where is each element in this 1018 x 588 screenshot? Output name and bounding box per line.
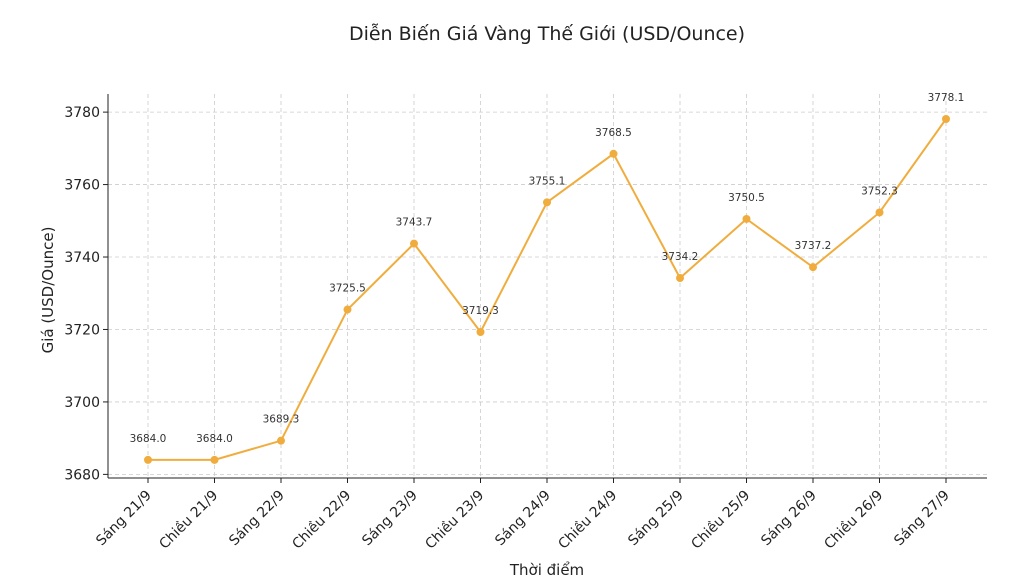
data-point (410, 239, 418, 248)
data-label: 3734.2 (662, 251, 699, 263)
data-label: 3743.7 (396, 217, 433, 229)
data-point (742, 214, 751, 223)
data-point (476, 328, 485, 337)
data-label: 3725.5 (329, 283, 366, 295)
y-axis-label: Giá (USD/Ounce) (39, 227, 57, 354)
x-tick-label: Sáng 26/9 (758, 488, 820, 550)
x-tick-label: Chiều 23/9 (422, 487, 488, 553)
series-line (148, 118, 947, 461)
x-tick-label: Chiều 26/9 (821, 487, 887, 553)
y-tick-label: 3680 (64, 467, 100, 483)
axes (107, 94, 987, 479)
data-label: 3737.2 (795, 240, 832, 252)
y-tick-label: 3720 (64, 322, 100, 338)
data-point (875, 208, 884, 217)
x-axis-label: Thời điểm (509, 561, 584, 579)
grid (108, 94, 987, 478)
y-tick-label: 3700 (64, 395, 100, 411)
x-tick-label: Sáng 23/9 (359, 488, 421, 550)
x-tick-label: Chiều 24/9 (555, 487, 621, 553)
x-tick-label: Chiều 22/9 (289, 487, 355, 553)
data-label: 3778.1 (928, 92, 965, 104)
x-tick-label: Sáng 25/9 (625, 488, 687, 550)
x-tick-label: Chiều 25/9 (688, 487, 754, 553)
data-labels: 3684.0 3684.0 3689.3 3725.5 3743.7 3719.3 3755… (130, 92, 965, 445)
data-label: 3689.3 (263, 414, 300, 426)
x-tick-label: Sáng 22/9 (226, 488, 288, 550)
x-tick-label: Sáng 24/9 (492, 488, 554, 550)
data-label: 3684.0 (130, 433, 167, 445)
x-axis-ticks: Sáng 21/9 Chiều 21/9 Sáng 22/9 Chiều 22/9 Sá… (93, 478, 953, 553)
x-tick-label: Chiều 21/9 (156, 487, 222, 553)
data-point (942, 114, 950, 123)
y-axis-ticks: 3680 3700 3720 3740 3760 3780 (64, 105, 108, 483)
data-label: 3755.1 (529, 175, 566, 187)
data-point (144, 455, 152, 464)
data-point (609, 149, 618, 158)
data-point (210, 455, 219, 464)
data-label: 3719.3 (462, 305, 499, 317)
x-tick-label: Sáng 27/9 (891, 488, 953, 550)
data-label: 3684.0 (196, 433, 233, 445)
data-label: 3752.3 (861, 185, 898, 197)
chart-title: Diễn Biến Giá Vàng Thế Giới (USD/Ounce) (349, 22, 745, 45)
y-tick-label: 3760 (64, 178, 100, 194)
data-point (277, 436, 285, 445)
x-tick-label: Sáng 21/9 (93, 488, 155, 550)
y-tick-label: 3780 (64, 105, 100, 121)
price-series (144, 114, 950, 464)
data-label: 3750.5 (728, 192, 765, 204)
y-tick-label: 3740 (64, 250, 100, 266)
data-label: 3768.5 (595, 127, 632, 139)
data-point (543, 198, 551, 207)
data-point (809, 263, 817, 272)
data-point (676, 274, 684, 283)
data-point (343, 305, 352, 314)
